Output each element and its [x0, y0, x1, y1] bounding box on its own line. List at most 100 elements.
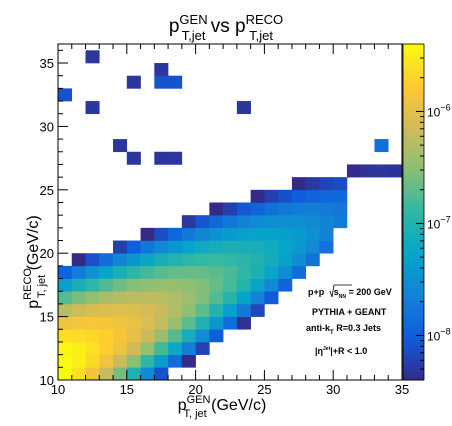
colorbar-frame	[402, 43, 425, 381]
colorbar-tick-label: 10−8	[427, 326, 451, 343]
heatmap-bin	[113, 303, 128, 317]
heatmap-bin	[58, 367, 73, 381]
colorbar-segment	[403, 158, 424, 163]
heatmap-bin	[278, 253, 293, 267]
y-tick-label: 35	[40, 56, 54, 71]
colorbar-segment	[403, 63, 424, 67]
colorbar-segment	[403, 122, 424, 126]
colorbar-segment	[403, 86, 424, 90]
heatmap-bin	[291, 189, 306, 203]
colorbar-segment	[403, 357, 424, 361]
colorbar-segment	[403, 161, 424, 165]
heatmap-bin	[113, 367, 128, 381]
heatmap-bin	[154, 75, 169, 89]
heatmap-bin	[71, 253, 86, 267]
colorbar-segment	[403, 287, 424, 291]
colorbar-segment	[403, 360, 424, 364]
heatmap-bin	[140, 367, 155, 381]
heatmap-bin	[71, 291, 86, 305]
heatmap-bin	[278, 215, 293, 229]
heatmap-bin	[181, 278, 196, 292]
heatmap-bin	[126, 354, 141, 368]
colorbar-segment	[403, 128, 424, 132]
y-tick-label: 15	[40, 310, 54, 325]
colorbar-segment	[403, 189, 424, 193]
heatmap-bin	[126, 316, 141, 330]
y-tick-label: 20	[40, 246, 54, 261]
heatmap-bin	[209, 202, 224, 216]
colorbar-segment	[403, 144, 424, 149]
heatmap-bin	[181, 329, 196, 343]
colorbar-segment	[403, 268, 424, 272]
heatmap-bin	[250, 303, 265, 317]
colorbar-segment	[403, 343, 424, 347]
y-tick-label: 30	[40, 119, 54, 134]
heatmap-bin	[278, 265, 293, 279]
heatmap-bin	[209, 316, 224, 330]
colorbar-segment	[403, 279, 424, 283]
colorbar-segment	[403, 203, 424, 207]
x-tick-label: 25	[257, 382, 271, 397]
heatmap-bin	[195, 303, 210, 317]
heatmap-bin	[305, 240, 320, 254]
colorbar-segment	[403, 66, 424, 70]
heatmap-bin	[126, 240, 141, 254]
heatmap-bin	[209, 329, 224, 343]
heatmap-bin	[154, 354, 169, 368]
heatmap-bin	[58, 354, 73, 368]
colorbar-segment	[403, 259, 424, 263]
heatmap-bin	[99, 265, 114, 279]
heatmap-bin	[236, 278, 251, 292]
heatmap-bin	[140, 253, 155, 267]
heatmap-bin	[346, 164, 362, 178]
heatmap-bin	[209, 253, 224, 267]
colorbar-segment	[403, 231, 424, 235]
heatmap-bin	[360, 164, 375, 178]
heatmap-bin	[236, 101, 251, 115]
heatmap-bin	[250, 291, 265, 305]
heatmap-bin	[126, 265, 141, 279]
colorbar-segment	[403, 293, 424, 297]
heatmap-bin	[374, 139, 389, 153]
heatmap-bin	[223, 202, 238, 216]
heatmap-bin	[223, 240, 238, 254]
heatmap-bin	[291, 215, 306, 229]
colorbar-segment	[403, 226, 424, 230]
heatmap-bin	[140, 291, 155, 305]
heatmap-bin	[195, 278, 210, 292]
colorbar-segment	[403, 178, 424, 182]
heatmap-bin	[126, 151, 141, 165]
heatmap-bin	[154, 303, 169, 317]
heatmap-bin	[223, 253, 238, 267]
heatmap-bin	[85, 253, 100, 267]
colorbar-segment	[403, 354, 424, 359]
colorbar-segment	[403, 298, 424, 303]
heatmap-bin	[264, 278, 279, 292]
color-scale: 10−8 10−7 10−6	[402, 43, 451, 381]
heatmap-bin	[154, 341, 169, 355]
colorbar-segment	[403, 329, 424, 333]
heatmap-bin	[154, 227, 169, 241]
heatmap-bin	[85, 101, 100, 115]
colorbar-segment	[403, 58, 424, 62]
heatmap-bin	[154, 253, 169, 267]
annotation-jet-algorithm: anti-kT R=0.3 Jets	[306, 323, 381, 336]
colorbar-segment	[403, 116, 424, 121]
heatmap-bin	[195, 265, 210, 279]
x-tick-label: 15	[120, 382, 134, 397]
heatmap-bin	[223, 316, 238, 330]
colorbar-segment	[403, 262, 424, 266]
heatmap-bin	[71, 329, 86, 343]
heatmap-bin	[209, 278, 224, 292]
colorbar-segment	[403, 217, 424, 221]
heatmap-bin	[223, 291, 238, 305]
heatmap-bin	[71, 265, 86, 279]
colorbar-segment	[403, 324, 424, 328]
y-tick-label: 25	[40, 183, 54, 198]
heatmap-bin	[168, 341, 183, 355]
colorbar-segment	[403, 321, 424, 325]
annotation-collision: p+p sNN = 200 GeV	[308, 287, 392, 300]
colorbar-segment	[403, 346, 424, 350]
colorbar-segment	[403, 55, 424, 59]
heatmap-bin	[140, 329, 155, 343]
